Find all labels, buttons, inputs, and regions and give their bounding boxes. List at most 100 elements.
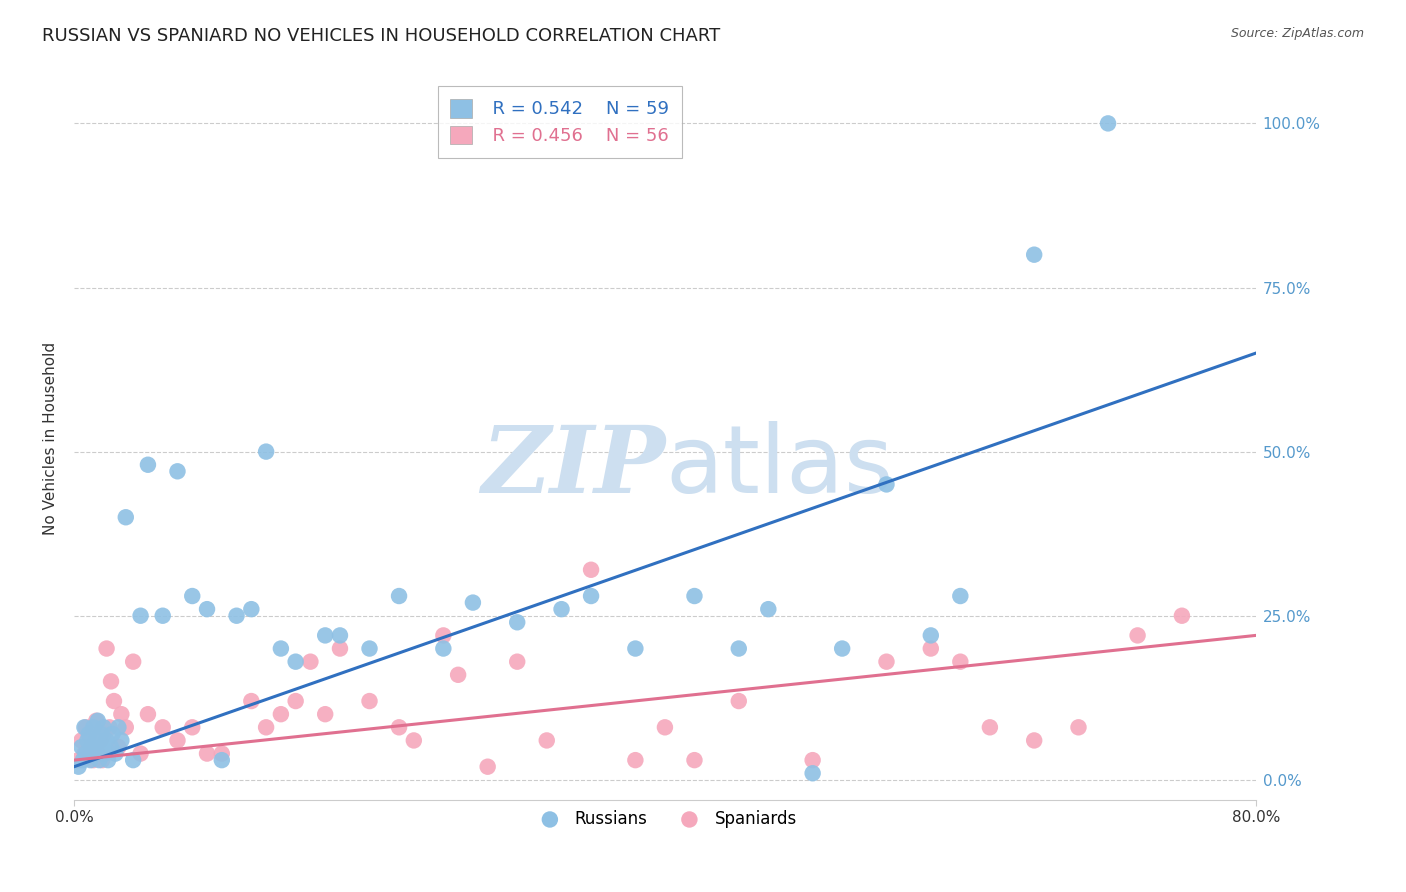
Point [84, 714, 107, 728]
Point [979, 720, 1001, 734]
Point [876, 477, 898, 491]
Point [402, 733, 425, 747]
Point [70, 739, 93, 754]
Point [129, 608, 152, 623]
Point [1126, 628, 1149, 642]
Text: atlas: atlas [665, 421, 893, 514]
Point [314, 628, 336, 642]
Text: Source: ZipAtlas.com: Source: ZipAtlas.com [1230, 27, 1364, 40]
Point [91, 753, 114, 767]
Point [1171, 608, 1194, 623]
Point [104, 747, 127, 761]
Point [254, 444, 277, 458]
Point [477, 760, 499, 774]
Point [76, 733, 98, 747]
Point [683, 753, 706, 767]
Point [314, 707, 336, 722]
Point [506, 615, 529, 630]
Point [359, 694, 381, 708]
Legend: Russians, Spaniards: Russians, Spaniards [526, 803, 803, 835]
Point [240, 694, 263, 708]
Point [122, 753, 145, 767]
Point [80, 727, 103, 741]
Point [1024, 248, 1046, 262]
Point [110, 733, 132, 747]
Point [506, 655, 529, 669]
Point [77, 739, 100, 754]
Point [70, 733, 93, 747]
Point [240, 602, 263, 616]
Point [536, 733, 558, 747]
Point [195, 602, 218, 616]
Y-axis label: No Vehicles in Household: No Vehicles in Household [44, 342, 58, 535]
Point [654, 720, 676, 734]
Point [166, 464, 188, 478]
Point [94, 747, 117, 761]
Point [84, 733, 107, 747]
Point [90, 727, 112, 741]
Point [756, 602, 779, 616]
Point [73, 720, 96, 734]
Text: RUSSIAN VS SPANIARD NO VEHICLES IN HOUSEHOLD CORRELATION CHART: RUSSIAN VS SPANIARD NO VEHICLES IN HOUSE… [42, 27, 720, 45]
Point [579, 589, 602, 603]
Point [152, 608, 174, 623]
Point [211, 747, 233, 761]
Point [920, 628, 942, 642]
Point [254, 720, 277, 734]
Point [299, 655, 322, 669]
Point [82, 720, 104, 734]
Point [284, 694, 307, 708]
Point [75, 747, 97, 761]
Point [103, 694, 125, 708]
Point [920, 641, 942, 656]
Point [129, 747, 152, 761]
Point [624, 753, 647, 767]
Point [87, 747, 110, 761]
Point [225, 608, 247, 623]
Point [876, 655, 898, 669]
Point [181, 720, 204, 734]
Point [270, 707, 292, 722]
Point [1067, 720, 1090, 734]
Point [181, 589, 204, 603]
Point [72, 753, 94, 767]
Point [107, 720, 129, 734]
Point [93, 727, 115, 741]
Point [1024, 733, 1046, 747]
Point [284, 655, 307, 669]
Point [136, 458, 159, 472]
Point [107, 739, 129, 754]
Text: ZIP: ZIP [481, 423, 665, 512]
Point [801, 753, 824, 767]
Point [97, 753, 120, 767]
Point [166, 733, 188, 747]
Point [831, 641, 853, 656]
Point [101, 727, 124, 741]
Point [79, 753, 101, 767]
Point [727, 694, 749, 708]
Point [432, 641, 454, 656]
Point [96, 641, 118, 656]
Point [67, 753, 90, 767]
Point [388, 720, 411, 734]
Point [270, 641, 292, 656]
Point [87, 714, 110, 728]
Point [110, 707, 132, 722]
Point [136, 707, 159, 722]
Point [82, 753, 104, 767]
Point [432, 628, 454, 642]
Point [447, 668, 470, 682]
Point [152, 720, 174, 734]
Point [1097, 116, 1119, 130]
Point [77, 727, 100, 741]
Point [96, 733, 118, 747]
Point [98, 720, 121, 734]
Point [114, 720, 136, 734]
Point [195, 747, 218, 761]
Point [949, 589, 972, 603]
Point [100, 674, 122, 689]
Point [727, 641, 749, 656]
Point [67, 760, 90, 774]
Point [80, 739, 103, 754]
Point [329, 641, 352, 656]
